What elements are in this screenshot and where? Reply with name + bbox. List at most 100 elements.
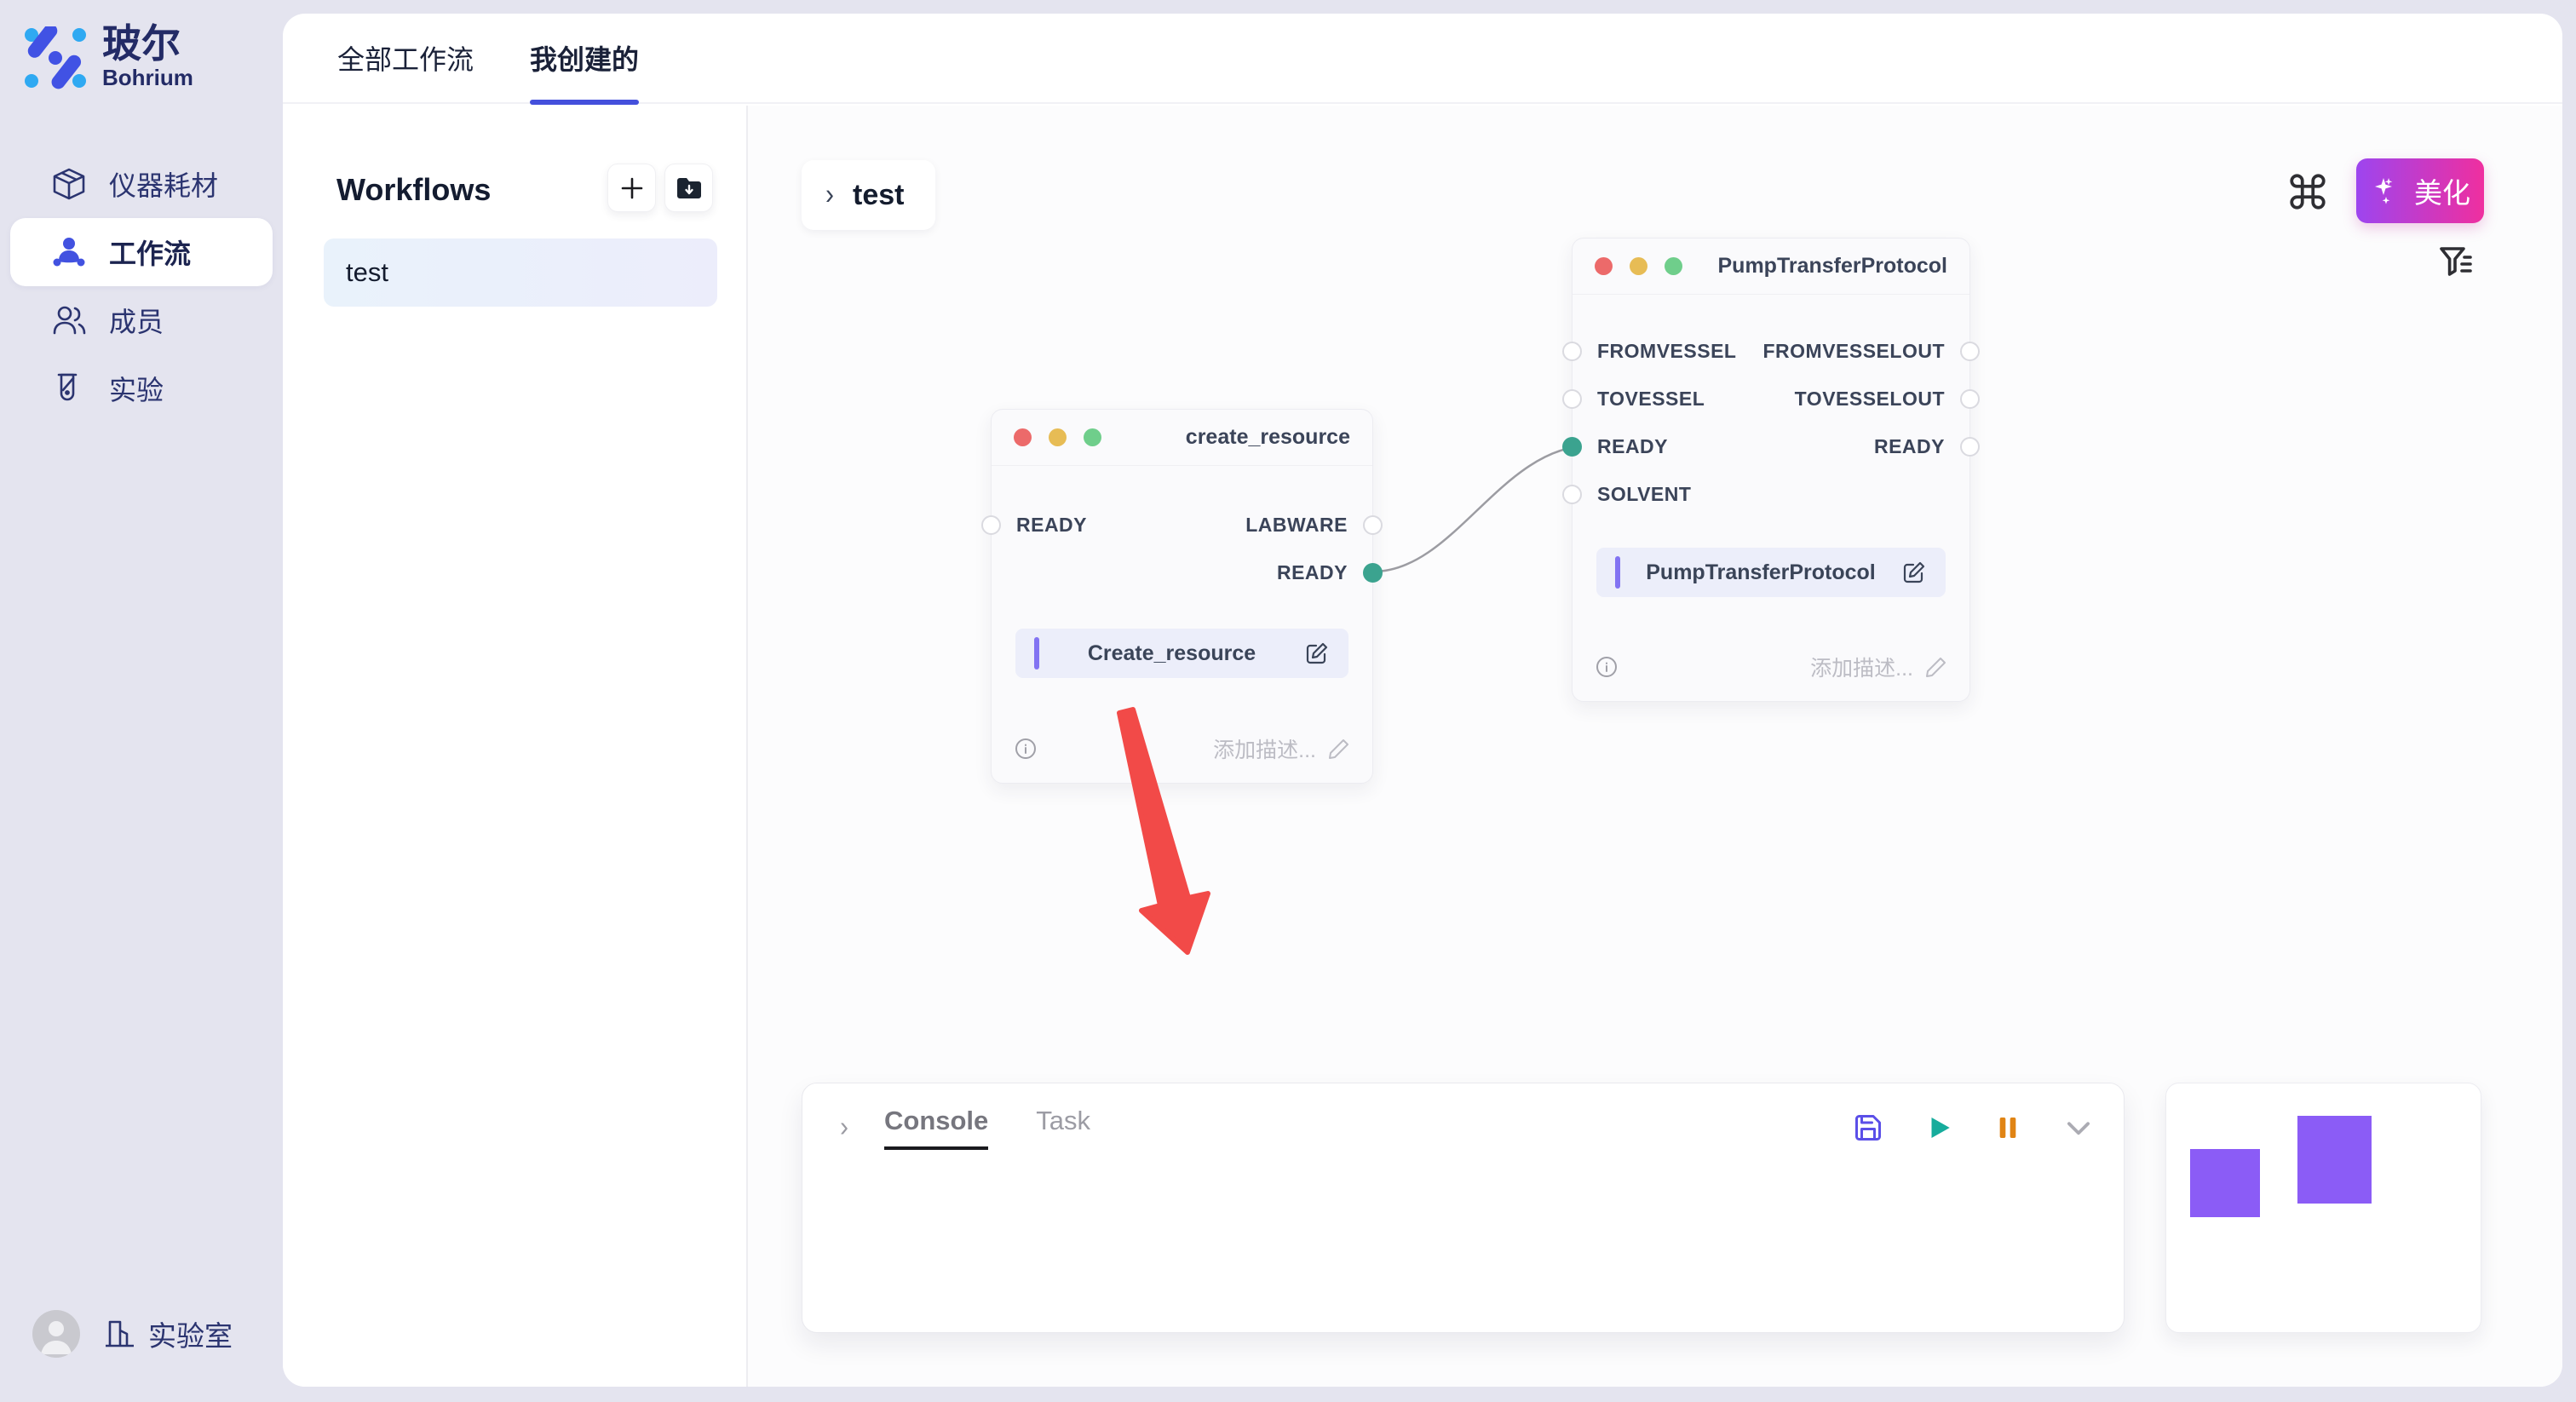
beautify-button[interactable]: 美化 [2356, 158, 2484, 223]
port-circle[interactable] [1562, 484, 1582, 504]
sidebar-item-label: 成员 [109, 307, 164, 337]
workflow-list-item-test[interactable]: test [324, 238, 717, 307]
workflow-person-icon [53, 238, 85, 267]
sidebar-item-instruments[interactable]: 仪器耗材 [0, 150, 283, 218]
workflow-list-panel: Workflows test [283, 106, 748, 1387]
node-action-button[interactable]: PumpTransferProtocol [1596, 548, 1946, 597]
tab-console[interactable]: Console [884, 1106, 989, 1150]
folder-download-icon [676, 177, 701, 198]
beautify-label: 美化 [2414, 177, 2470, 209]
minimap-node [2190, 1149, 2260, 1217]
sidebar-item-label: 实验 [109, 375, 164, 405]
command-layout-icon[interactable] [2286, 170, 2329, 213]
collapse-chevron-icon[interactable]: › [840, 1112, 848, 1143]
building-icon [106, 1320, 134, 1347]
workflow-tabbar: 全部工作流 我创建的 [283, 14, 2562, 105]
port-in-ready[interactable]: READY [981, 510, 1087, 539]
minimap-node [2297, 1116, 2372, 1204]
port-out-fromvesselout[interactable]: FROMVESSELOUT [1762, 336, 1980, 365]
port-circle[interactable] [1363, 514, 1383, 535]
plus-icon [621, 177, 642, 198]
avatar-person-icon [41, 1321, 72, 1354]
sidebar-nav: 仪器耗材 工作流 成员 [0, 150, 283, 422]
play-icon [1931, 1117, 1950, 1139]
save-icon [1855, 1115, 1881, 1141]
pencil-icon [1926, 658, 1946, 677]
node-create-resource[interactable]: create_resource READY LABWARE READY Crea… [981, 409, 1383, 784]
port-circle[interactable] [1562, 388, 1582, 409]
main-card: 全部工作流 我创建的 Workflows test [283, 14, 2562, 1387]
workflow-item-label: test [346, 257, 388, 287]
info-icon[interactable] [1014, 737, 1038, 761]
port-circle-connected[interactable] [1363, 562, 1383, 583]
pause-button[interactable] [1994, 1113, 2021, 1142]
node-pump-transfer-protocol[interactable]: PumpTransferProtocol FROMVESSEL TOVESSEL… [1562, 238, 1980, 702]
traffic-dots-icon [1014, 428, 1101, 446]
sidebar-item-label: 工作流 [109, 238, 192, 269]
port-circle[interactable] [1960, 341, 1980, 361]
chevron-down-icon [2067, 1122, 2090, 1135]
info-icon[interactable] [1595, 655, 1619, 679]
port-circle[interactable] [1960, 436, 1980, 457]
pencil-icon [1329, 739, 1348, 759]
import-folder-button[interactable] [664, 164, 713, 212]
chevron-right-icon: › [825, 178, 834, 211]
run-button[interactable] [1924, 1113, 1953, 1142]
tab-my-created[interactable]: 我创建的 [530, 14, 640, 105]
lab-switcher[interactable]: 实验室 [102, 1313, 233, 1354]
node-header: create_resource [992, 410, 1372, 466]
save-button[interactable] [1853, 1112, 1883, 1143]
port-out-ready[interactable]: READY [1277, 558, 1383, 587]
sidebar-item-experiments[interactable]: 实验 [0, 354, 283, 422]
edit-icon[interactable] [1304, 641, 1330, 666]
panel-title: Workflows [336, 172, 492, 207]
bohrium-logo-icon [25, 26, 86, 89]
port-in-fromvessel[interactable]: FROMVESSEL [1562, 336, 1736, 365]
node-title: PumpTransferProtocol [1717, 254, 1948, 278]
port-in-solvent[interactable]: SOLVENT [1562, 480, 1691, 509]
breadcrumb[interactable]: › test [802, 160, 935, 230]
collapse-panel-button[interactable] [2062, 1112, 2095, 1144]
workflow-canvas[interactable]: › test create_resource READY LABWARE [748, 106, 2562, 1387]
package-icon [53, 168, 85, 200]
port-in-ready[interactable]: READY [1562, 432, 1668, 461]
minimap[interactable] [2165, 1083, 2481, 1333]
avatar[interactable] [32, 1310, 80, 1358]
port-circle[interactable] [981, 514, 1001, 535]
port-out-tovesselout[interactable]: TOVESSELOUT [1795, 384, 1980, 413]
port-circle[interactable] [1960, 388, 1980, 409]
console-panel: › Console Task [802, 1083, 2125, 1333]
accent-bar [1034, 637, 1039, 669]
tab-all-workflows[interactable]: 全部工作流 [337, 44, 474, 75]
port-circle[interactable] [1562, 341, 1582, 361]
logo-title: 玻尔 [102, 21, 181, 66]
sidebar-item-workflows[interactable]: 工作流 [10, 218, 273, 286]
port-out-labware[interactable]: LABWARE [1245, 510, 1383, 539]
edit-icon[interactable] [1901, 560, 1927, 585]
sparkles-icon [2375, 178, 2393, 204]
lab-label: 实验室 [148, 1320, 233, 1352]
app-logo: 玻尔 Bohrium [24, 24, 193, 91]
node-footer: 添加描述... [1595, 652, 1947, 682]
test-tube-icon [57, 373, 78, 401]
add-description[interactable]: 添加描述... [1810, 652, 1947, 682]
node-title: create_resource [1185, 425, 1350, 449]
node-footer: 添加描述... [1014, 733, 1350, 764]
port-in-tovessel[interactable]: TOVESSEL [1562, 384, 1705, 413]
sidebar-footer: 实验室 [32, 1310, 233, 1358]
sidebar-item-label: 仪器耗材 [109, 170, 219, 201]
logo-subtitle: Bohrium [102, 65, 193, 90]
port-out-ready[interactable]: READY [1874, 432, 1980, 461]
sidebar: 玻尔 Bohrium 仪器耗材 工作流 [0, 0, 283, 1402]
sidebar-item-members[interactable]: 成员 [0, 286, 283, 354]
port-circle-connected[interactable] [1562, 436, 1582, 457]
users-icon [53, 306, 86, 335]
pause-icon [1999, 1118, 2016, 1138]
filter-icon[interactable] [2436, 242, 2477, 283]
add-description[interactable]: 添加描述... [1213, 733, 1350, 764]
node-header: PumpTransferProtocol [1573, 238, 1969, 295]
node-action-button[interactable]: Create_resource [1015, 629, 1348, 678]
breadcrumb-label: test [853, 178, 905, 211]
tab-task[interactable]: Task [1036, 1106, 1091, 1135]
add-workflow-button[interactable] [607, 164, 656, 212]
